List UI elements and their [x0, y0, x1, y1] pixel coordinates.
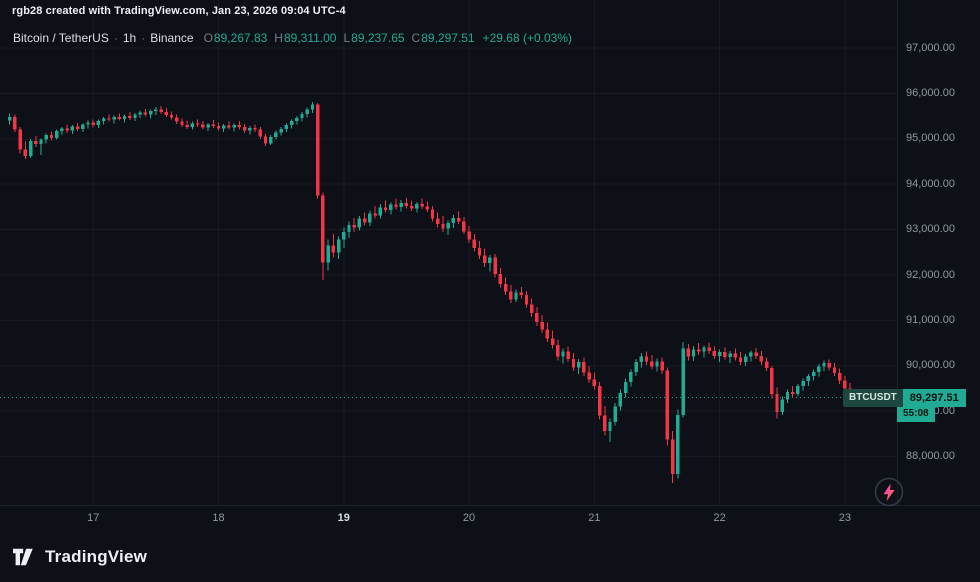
time-axis-label: 22: [713, 512, 726, 524]
candlestick-series: [0, 0, 897, 505]
time-axis-label: 23: [838, 512, 852, 524]
price-axis-label: 88,000.00: [906, 450, 955, 463]
lightning-icon: [874, 477, 904, 507]
time-axis[interactable]: 17 18 19 20 21 22 23: [0, 505, 980, 533]
last-price-badge: BTCUSDT 89,297.51: [843, 388, 966, 407]
price-change: +29.68 (+0.03%): [482, 31, 573, 45]
time-axis-label: 21: [588, 512, 601, 524]
price-axis-label: 96,000.00: [906, 86, 955, 99]
chart-legend: Bitcoin / TetherUS · 1h · Binance O89,26…: [13, 31, 572, 45]
chart-canvas[interactable]: [0, 0, 897, 505]
symbol-description[interactable]: Bitcoin / TetherUS: [13, 31, 109, 45]
flash-boost-button[interactable]: [873, 476, 905, 508]
price-axis-label: 97,000.00: [906, 41, 955, 54]
price-axis-label: 92,000.00: [906, 268, 955, 281]
close-value: C89,297.51: [411, 31, 475, 45]
time-axis-label: 20: [462, 512, 476, 524]
high-value: H89,311.00: [274, 31, 337, 45]
time-axis-label: 17: [87, 512, 100, 524]
time-axis-labels: 17 18 19 20 21 22 23: [0, 506, 980, 533]
bar-countdown-timer: 55:08: [897, 406, 935, 422]
open-value: O89,267.83: [203, 31, 268, 45]
legend-separator: ·: [113, 31, 118, 45]
badge-last-price: 89,297.51: [902, 388, 966, 407]
time-axis-label: 19: [337, 512, 350, 524]
tradingview-logo[interactable]: TradingView: [13, 547, 147, 567]
tradingview-logo-icon: [13, 548, 33, 566]
price-axis-label: 90,000.00: [906, 359, 955, 372]
ohlc-values: O89,267.83 H89,311.00 L89,237.65 C89,297…: [204, 31, 475, 45]
exchange-label: Binance: [150, 31, 194, 45]
attribution-text: rgb28 created with TradingView.com, Jan …: [12, 5, 346, 17]
price-axis-label: 91,000.00: [906, 313, 955, 326]
interval-label[interactable]: 1h: [122, 31, 137, 45]
tradingview-logo-text: TradingView: [45, 547, 148, 566]
time-axis-label: 18: [212, 512, 225, 524]
price-axis-label: 94,000.00: [906, 177, 955, 190]
badge-symbol-label: BTCUSDT: [843, 388, 903, 407]
low-value: L89,237.65: [343, 31, 405, 45]
price-axis-label: 93,000.00: [906, 223, 955, 236]
price-axis[interactable]: 97,000.00 96,000.00 95,000.00 94,000.00 93,0…: [897, 0, 980, 505]
price-axis-label: 95,000.00: [906, 132, 955, 145]
legend-separator: ·: [141, 31, 146, 45]
footer-bar: TradingView: [0, 532, 980, 582]
